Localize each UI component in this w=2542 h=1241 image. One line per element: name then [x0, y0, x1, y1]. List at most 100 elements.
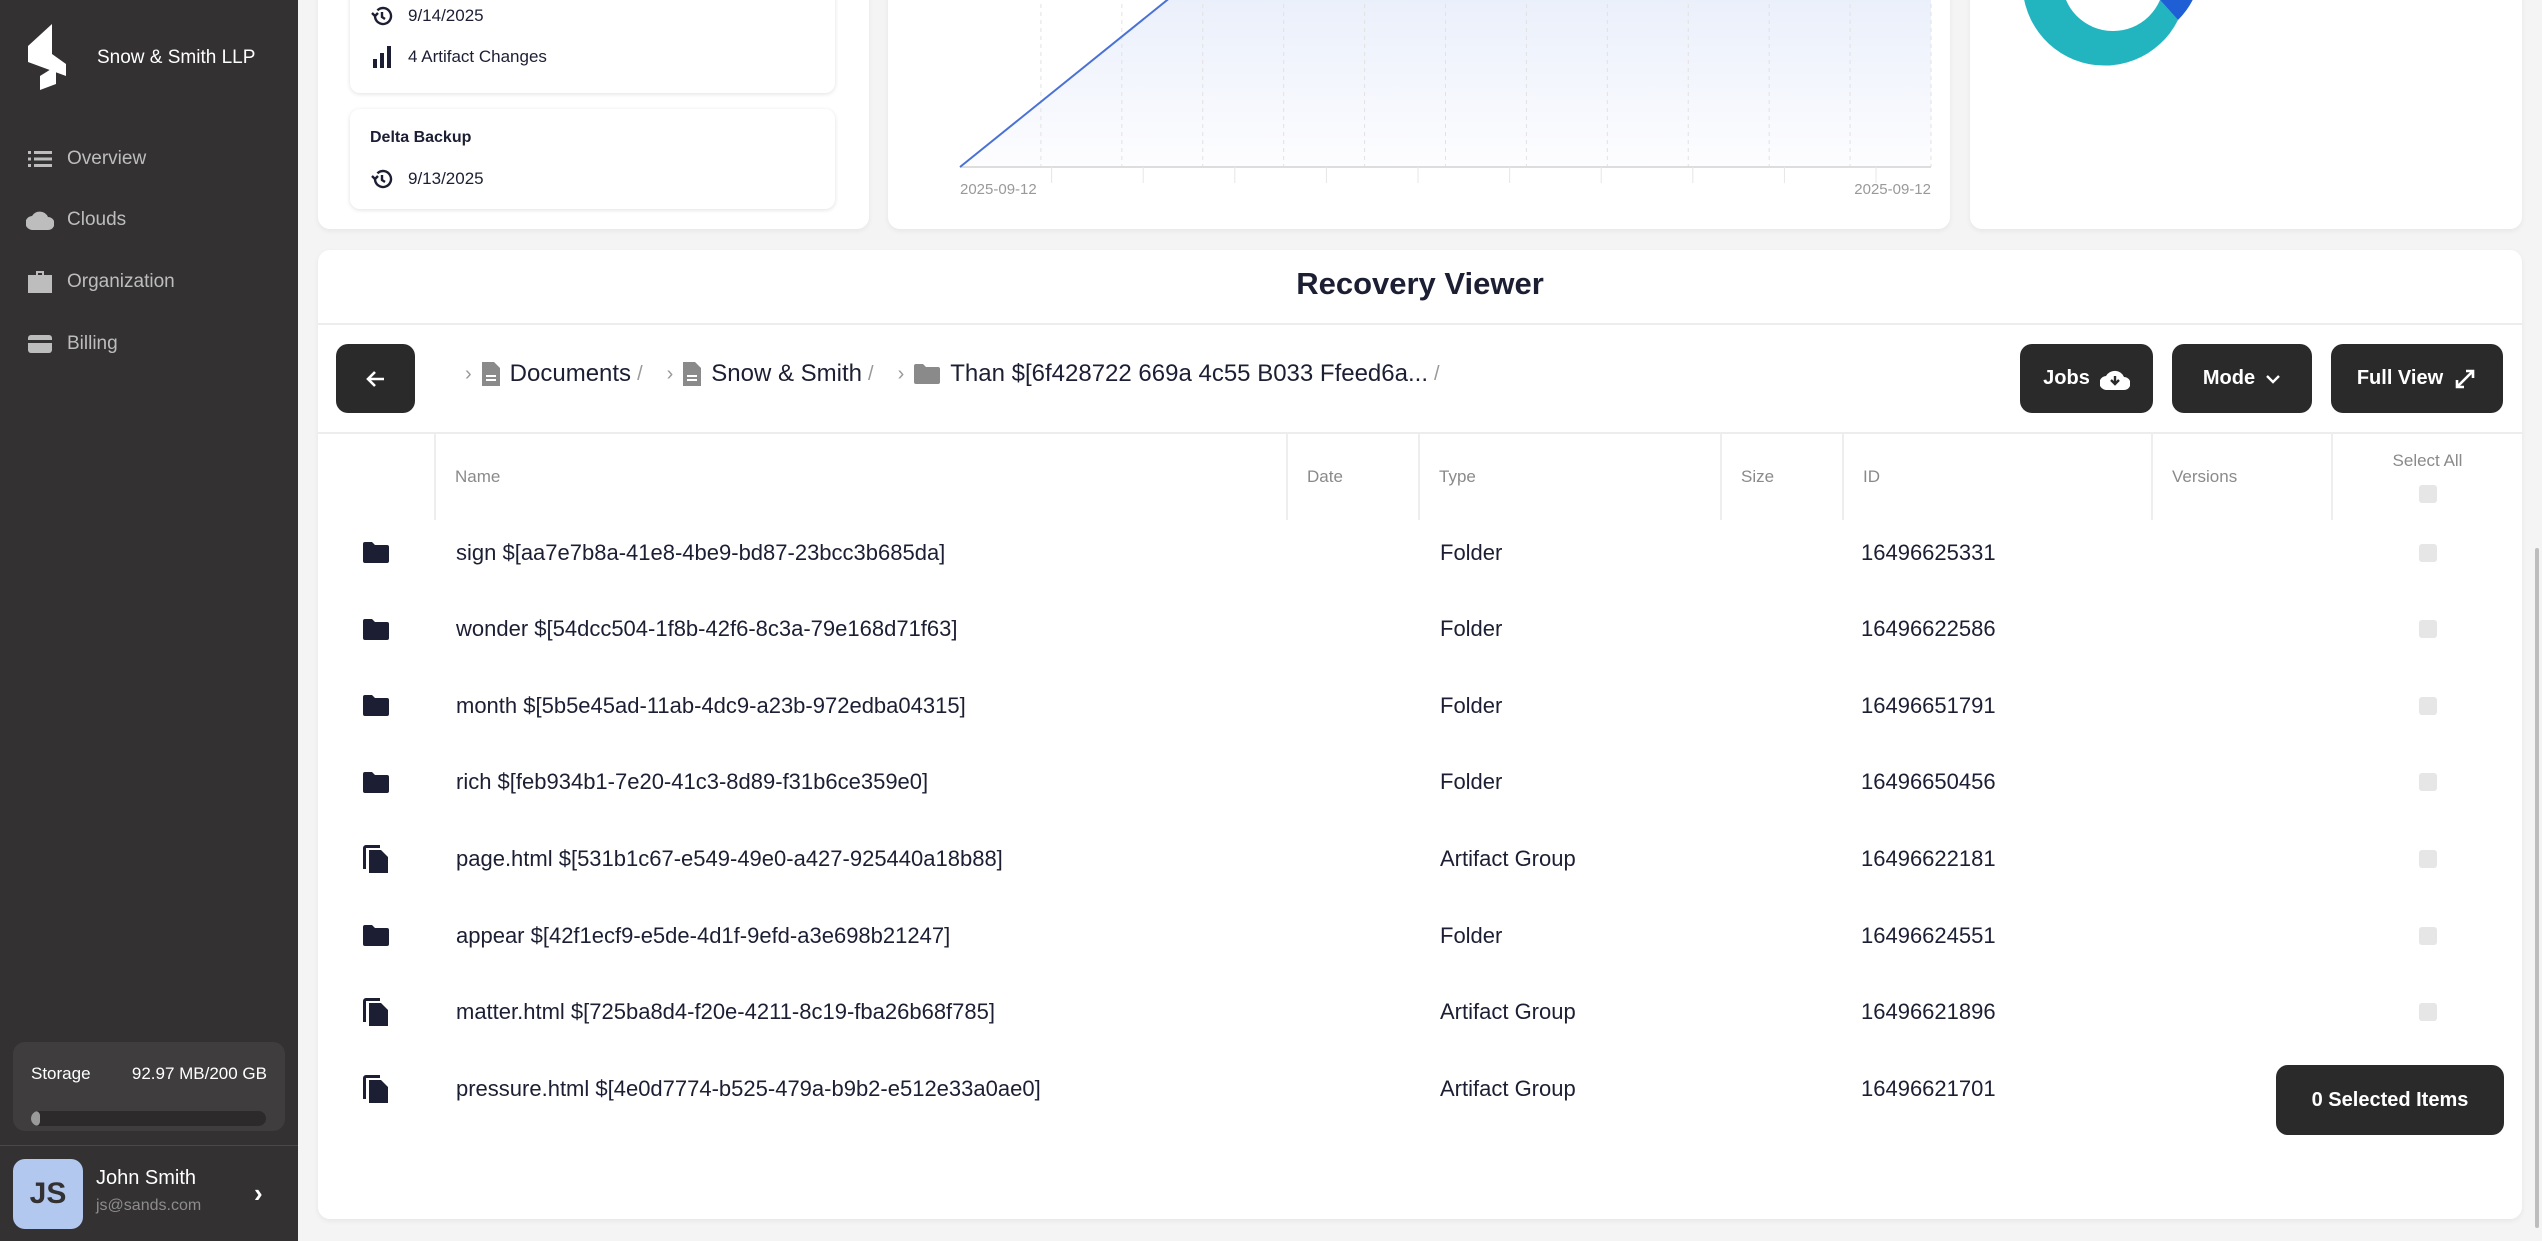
row-name[interactable]: pressure.html $[4e0d7774-b525-479a-b9b2-…	[456, 1075, 1041, 1101]
row-checkbox-cell	[2419, 667, 2437, 744]
table-row[interactable]: rich $[feb934b1-7e20-41c3-8d89-f31b6ce35…	[318, 744, 2522, 821]
row-name[interactable]: month $[5b5e45ad-11ab-4dc9-a23b-972edba0…	[456, 692, 966, 718]
sidebar-item-organization[interactable]: Organization	[0, 257, 298, 307]
column-header-size[interactable]: Size	[1720, 433, 1842, 520]
chevron-right-icon: ›	[897, 362, 905, 385]
row-name[interactable]: page.html $[531b1c67-e549-49e0-a427-9254…	[456, 845, 1003, 871]
backup-item[interactable]: Delta Backup 9/13/2025	[350, 109, 835, 209]
breadcrumb-separator: /	[637, 362, 643, 385]
row-checkbox[interactable]	[2419, 849, 2437, 868]
donut-segment	[2160, 0, 2193, 20]
jobs-button[interactable]: Jobs	[2020, 344, 2153, 413]
row-type: Folder	[1440, 922, 1503, 948]
storage-panel: Storage 92.97 MB/200 GB	[13, 1042, 285, 1131]
donut-card	[1970, 0, 2522, 229]
row-type: Folder	[1440, 616, 1503, 642]
row-id: 16496624551	[1861, 922, 1996, 948]
folder-icon	[914, 364, 941, 384]
sidebar-item-label: Billing	[67, 333, 118, 354]
column-header-name[interactable]: Name	[434, 433, 1286, 520]
back-button[interactable]	[336, 344, 415, 413]
row-type: Folder	[1440, 539, 1503, 565]
sidebar-item-label: Clouds	[67, 209, 127, 230]
sidebar-item-clouds[interactable]: Clouds	[0, 195, 298, 245]
table-row[interactable]: appear $[42f1ecf9-e5de-4d1f-9efd-a3e698b…	[318, 897, 2522, 974]
expand-icon	[2455, 369, 2475, 388]
row-name[interactable]: sign $[aa7e7b8a-41e8-4be9-bd87-23bcc3b68…	[456, 539, 946, 565]
history-icon	[371, 6, 393, 26]
history-icon	[371, 169, 393, 189]
chevron-right-icon: ›	[465, 362, 472, 385]
chevron-down-icon	[2266, 374, 2280, 384]
table-row[interactable]: sign $[aa7e7b8a-41e8-4be9-bd87-23bcc3b68…	[318, 514, 2522, 591]
bar-chart-icon	[373, 46, 391, 68]
row-type: Folder	[1440, 769, 1503, 795]
table-row[interactable]: wonder $[54dcc504-1f8b-42f6-8c3a-79e168d…	[318, 591, 2522, 668]
selected-items-button[interactable]: 0 Selected Items	[2276, 1065, 2504, 1135]
row-id: 16496622586	[1861, 616, 1996, 642]
sidebar-item-billing[interactable]: Billing	[0, 319, 298, 369]
row-checkbox[interactable]	[2419, 1003, 2437, 1022]
table-row[interactable]: month $[5b5e45ad-11ab-4dc9-a23b-972edba0…	[318, 667, 2522, 744]
brand-logo	[28, 24, 66, 90]
sidebar-item-overview[interactable]: Overview	[0, 134, 298, 184]
row-type: Folder	[1440, 692, 1503, 718]
table-row[interactable]: matter.html $[725ba8d4-f20e-4211-8c19-fb…	[318, 974, 2522, 1051]
row-checkbox[interactable]	[2419, 773, 2437, 792]
chevron-right-icon: ›	[666, 362, 674, 385]
row-checkbox[interactable]	[2419, 926, 2437, 945]
sidebar: Snow & Smith LLP Overview Clouds Organiz…	[0, 0, 298, 1241]
row-type: Artifact Group	[1440, 1075, 1576, 1101]
column-header-date[interactable]: Date	[1286, 433, 1418, 520]
row-checkbox-cell	[2419, 744, 2437, 821]
backup-date-row: 9/13/2025	[370, 167, 484, 191]
row-id: 16496622181	[1861, 845, 1996, 871]
row-checkbox[interactable]	[2419, 620, 2437, 639]
files-icon	[363, 1050, 389, 1127]
sidebar-item-label: Organization	[67, 271, 175, 292]
select-all-label: Select All	[2392, 450, 2463, 470]
select-all-checkbox[interactable]	[2418, 484, 2437, 503]
row-name[interactable]: rich $[feb934b1-7e20-41c3-8d89-f31b6ce35…	[456, 769, 929, 795]
column-header-versions[interactable]: Versions	[2151, 433, 2331, 520]
storage-progress-bar	[31, 1111, 266, 1126]
row-id: 16496621701	[1861, 1075, 1996, 1101]
backup-date-row: 9/14/2025	[370, 4, 484, 28]
backup-item[interactable]: 9/14/2025 4 Artifact Changes	[350, 0, 835, 93]
mode-dropdown[interactable]: Mode	[2172, 344, 2312, 413]
chevron-right-icon[interactable]: ›	[254, 1178, 263, 1208]
breadcrumb-separator: /	[1433, 362, 1440, 385]
button-label: Mode	[2202, 367, 2256, 389]
backups-card: 9/14/2025 4 Artifact Changes Delta Backu…	[318, 0, 869, 229]
row-name[interactable]: wonder $[54dcc504-1f8b-42f6-8c3a-79e168d…	[456, 616, 958, 642]
row-name[interactable]: appear $[42f1ecf9-e5de-4d1f-9efd-a3e698b…	[456, 922, 951, 948]
table-row[interactable]: page.html $[531b1c67-e549-49e0-a427-9254…	[318, 820, 2522, 897]
divider	[318, 432, 2522, 434]
breadcrumb-current-folder[interactable]: Than $[6f428722 669a 4c55 B033 Ffeed6a..…	[914, 360, 1428, 388]
row-checkbox[interactable]	[2419, 696, 2437, 715]
breadcrumb-snow-smith[interactable]: Snow & Smith	[683, 360, 862, 388]
donut-segment	[2024, 0, 2178, 66]
column-header-select: Select All	[2331, 433, 2522, 520]
full-view-button[interactable]: Full View	[2331, 344, 2503, 413]
avatar[interactable]: JS	[13, 1159, 83, 1229]
folder-icon	[363, 667, 389, 744]
x-tick-label: 2025-09-12	[1854, 181, 1931, 198]
breadcrumb-documents[interactable]: Documents	[481, 360, 631, 388]
sidebar-item-label: Overview	[67, 148, 147, 169]
column-header-id[interactable]: ID	[1842, 433, 2151, 520]
folder-icon	[363, 514, 389, 591]
row-checkbox[interactable]	[2419, 543, 2437, 562]
button-label: Jobs	[2043, 367, 2090, 389]
table-row[interactable]: pressure.html $[4e0d7774-b525-479a-b9b2-…	[318, 1050, 2522, 1127]
brand-name: Snow & Smith LLP	[97, 47, 256, 68]
file-icon	[481, 362, 500, 386]
row-checkbox-cell	[2419, 820, 2437, 897]
credit-card-icon	[26, 335, 54, 353]
breadcrumb-separator: /	[868, 362, 874, 385]
row-id: 16496625331	[1861, 539, 1996, 565]
column-header-type[interactable]: Type	[1418, 433, 1720, 520]
row-name[interactable]: matter.html $[725ba8d4-f20e-4211-8c19-fb…	[456, 999, 995, 1025]
scrollbar[interactable]	[2535, 548, 2539, 1228]
area-chart	[959, 0, 1932, 183]
